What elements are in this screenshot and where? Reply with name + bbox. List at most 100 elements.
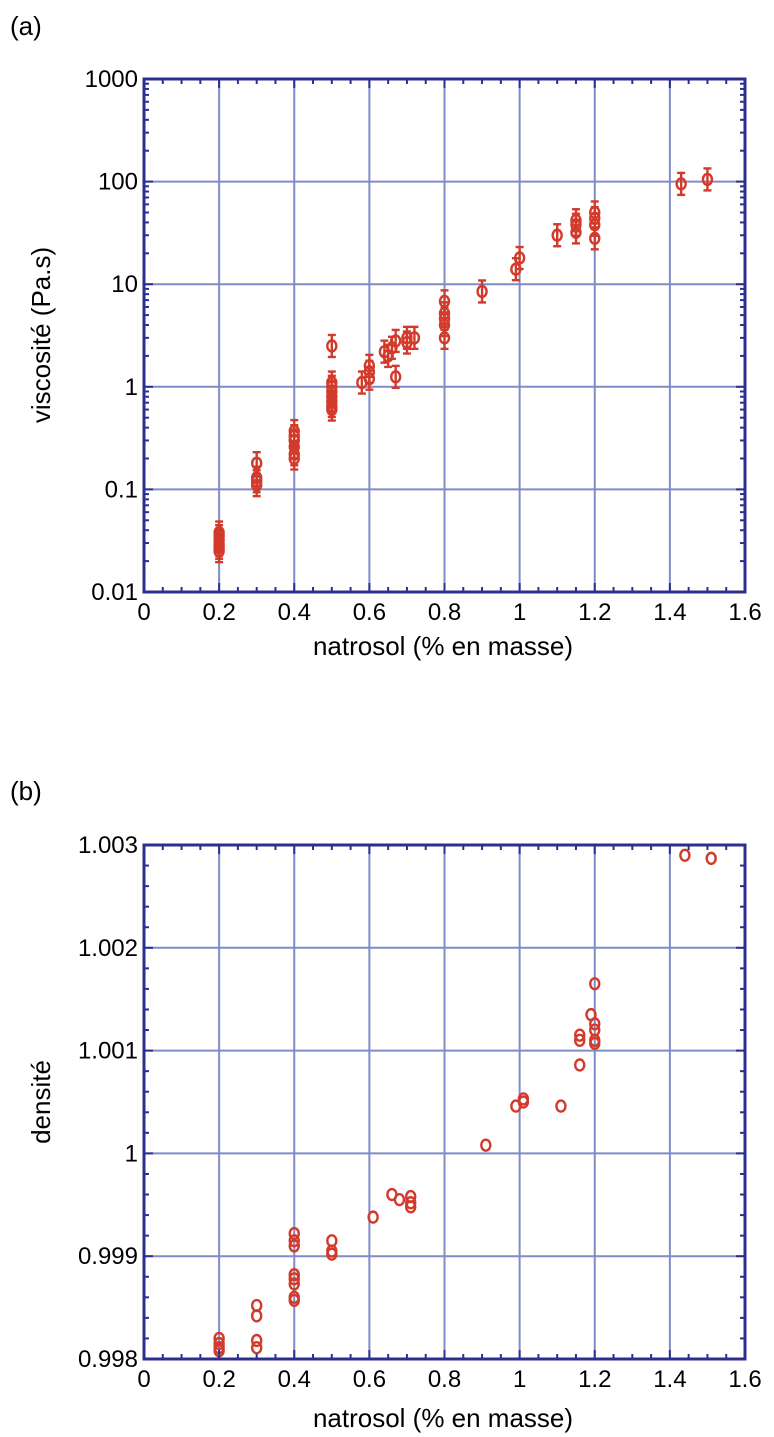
point-marker — [404, 1196, 417, 1210]
x-tick-label: 0 — [137, 1366, 150, 1393]
y-tick-label: 1.003 — [78, 832, 138, 859]
data-point — [517, 1092, 530, 1106]
point-marker — [574, 1058, 586, 1072]
point-marker — [408, 331, 421, 345]
point-marker — [288, 424, 300, 438]
point-marker — [589, 977, 601, 991]
data-point — [250, 1333, 263, 1348]
point-marker — [213, 1331, 225, 1346]
data-point — [250, 1340, 263, 1355]
point-marker — [389, 334, 402, 348]
data-point — [589, 1023, 601, 1037]
point-marker — [476, 284, 488, 299]
data-point — [326, 370, 338, 395]
panel-b-y-axis-label: densité — [26, 1060, 56, 1144]
data-point — [589, 200, 601, 225]
data-point — [675, 171, 687, 197]
x-tick-label: 0 — [137, 599, 150, 626]
panel-b-y-tick-labels: 0.998 0.999 1 1.001 1.002 1.003 — [78, 832, 138, 1373]
y-tick-label: 10 — [111, 271, 138, 298]
y-tick-label: 1.002 — [78, 935, 138, 962]
point-marker — [288, 1234, 300, 1248]
data-point — [408, 325, 421, 351]
data-point — [363, 353, 376, 379]
x-tick-label: 0.8 — [428, 599, 461, 626]
point-marker — [363, 359, 376, 373]
panel-b-density-chart: (b) 0 0.2 0.4 0.6 0.8 1 1.2 1.4 1.6 0.998 0.999 1 1… — [10, 776, 762, 1433]
point-marker — [288, 1239, 300, 1253]
data-point — [288, 1268, 300, 1282]
point-marker — [389, 370, 402, 384]
y-tick-label: 1.001 — [78, 1038, 138, 1065]
point-marker — [288, 1277, 300, 1291]
y-tick-label: 0.999 — [78, 1243, 138, 1270]
point-marker — [574, 1033, 586, 1048]
x-tick-label: 1 — [513, 599, 526, 626]
point-marker — [438, 294, 451, 309]
panel-a-ticks — [143, 78, 746, 593]
point-marker — [574, 1028, 586, 1042]
x-tick-label: 0.4 — [278, 599, 311, 626]
point-marker — [585, 1007, 597, 1022]
panel-b-points — [213, 848, 717, 1358]
data-point — [367, 1210, 379, 1224]
point-marker — [213, 1336, 225, 1351]
panel-a-y-tick-labels: 0.01 0.1 1 10 100 1000 — [85, 66, 138, 606]
point-marker — [250, 1298, 263, 1313]
data-point — [574, 1033, 586, 1048]
y-tick-label: 0.1 — [105, 476, 138, 503]
data-point — [389, 364, 402, 390]
data-point — [389, 328, 402, 354]
panel-b-x-tick-labels: 0 0.2 0.4 0.6 0.8 1 1.2 1.4 1.6 — [137, 1366, 761, 1393]
point-marker — [555, 1099, 567, 1113]
data-point — [288, 418, 300, 444]
point-marker — [701, 172, 714, 187]
data-point — [250, 1298, 263, 1313]
y-tick-label: 0.998 — [78, 1346, 138, 1373]
data-point — [326, 1234, 338, 1248]
point-marker — [367, 1210, 379, 1224]
point-marker — [570, 213, 582, 227]
panel-a-grid — [144, 79, 745, 592]
y-tick-label: 1 — [125, 1140, 138, 1167]
point-marker — [480, 1138, 492, 1152]
point-marker — [288, 1268, 300, 1282]
panel-a-x-axis-label: natrosol (% en masse) — [313, 631, 573, 661]
point-marker — [589, 1023, 601, 1037]
point-marker — [213, 525, 225, 540]
x-tick-label: 0.8 — [428, 1366, 461, 1393]
point-marker — [679, 848, 691, 862]
data-point — [679, 848, 691, 862]
y-tick-label: 1000 — [85, 66, 138, 93]
panel-a-points — [213, 167, 714, 564]
data-point — [288, 1239, 300, 1253]
panel-a-label: (a) — [10, 11, 42, 41]
data-point — [213, 520, 225, 545]
x-tick-label: 1.6 — [728, 1366, 761, 1393]
point-marker — [551, 228, 563, 242]
panel-a-viscosity-chart: (a) 0 0.2 0.4 0.6 0.8 1 1.2 1.4 1.6 0.01 0.1 1 10 10… — [10, 11, 762, 661]
data-point — [404, 1196, 417, 1210]
data-point — [476, 279, 488, 304]
point-marker — [326, 375, 338, 390]
data-point — [589, 977, 601, 991]
point-marker — [326, 339, 338, 353]
point-marker — [288, 1226, 300, 1241]
x-tick-label: 0.2 — [202, 599, 235, 626]
x-tick-label: 0.2 — [202, 1366, 235, 1393]
panel-b-label: (b) — [10, 776, 42, 806]
panel-a-x-tick-labels: 0 0.2 0.4 0.6 0.8 1 1.2 1.4 1.6 — [137, 599, 761, 626]
point-marker — [401, 331, 413, 345]
point-marker — [250, 1340, 263, 1355]
data-point — [213, 1331, 225, 1346]
point-marker — [517, 1092, 530, 1106]
data-point — [438, 289, 451, 314]
panel-b-grid — [144, 845, 745, 1359]
x-tick-label: 0.4 — [278, 1366, 311, 1393]
data-point — [480, 1138, 492, 1152]
panel-b-x-axis-label: natrosol (% en masse) — [313, 1403, 573, 1433]
x-tick-label: 1 — [513, 1366, 526, 1393]
data-point — [288, 1234, 300, 1248]
data-point — [288, 1290, 300, 1305]
data-point — [288, 1226, 300, 1241]
